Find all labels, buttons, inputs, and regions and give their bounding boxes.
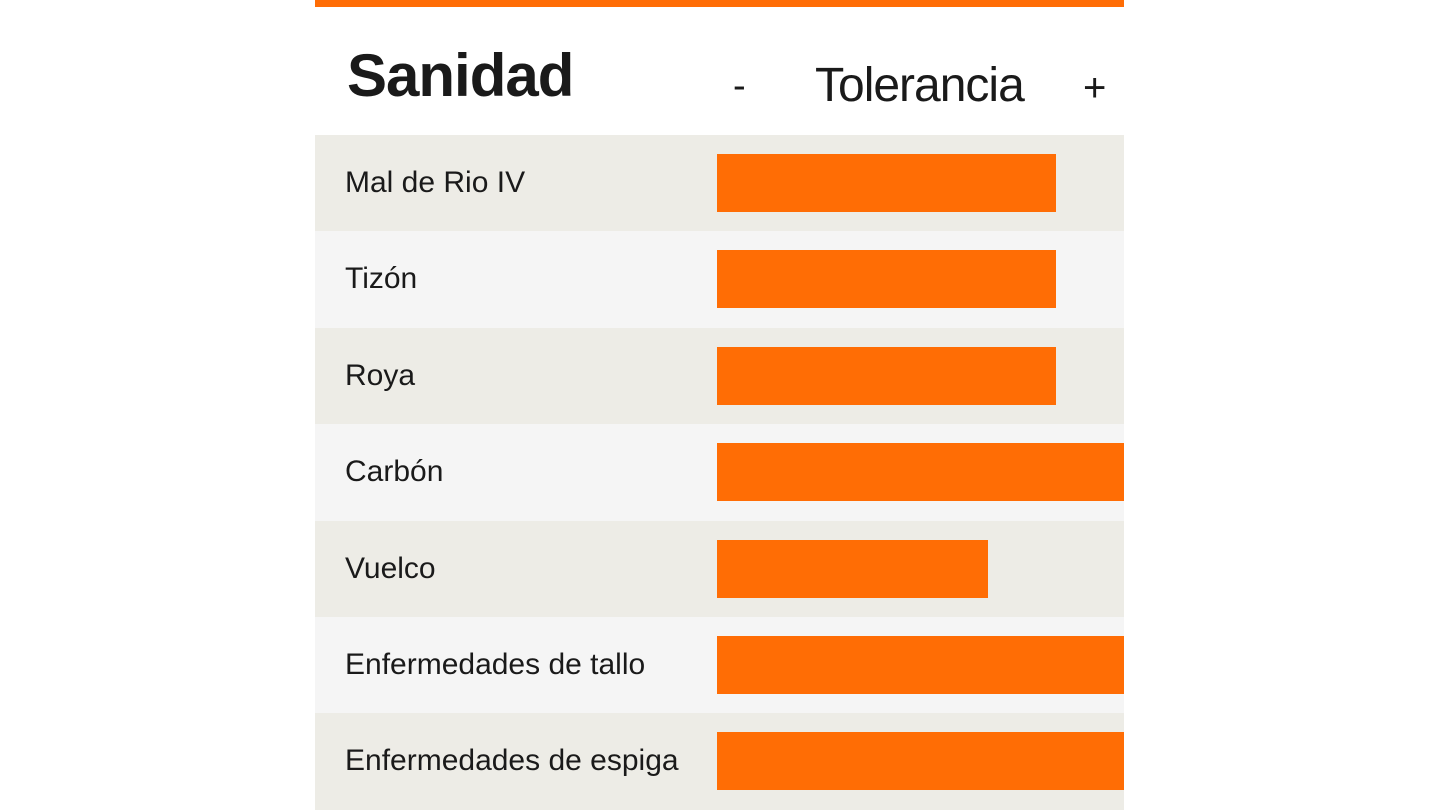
category-label: Mal de Rio IV [345, 166, 526, 199]
tolerance-bar [717, 443, 1124, 502]
chart-row: Enfermedades de tallo [315, 616, 1124, 714]
tolerance-bar [717, 346, 1056, 405]
chart-row: Tizón [315, 231, 1124, 328]
chart-row: Carbón [315, 424, 1124, 521]
top-accent-rule [315, 0, 1124, 7]
scale-max-symbol: + [1083, 66, 1107, 110]
tolerance-bar [717, 250, 1056, 309]
category-label: Vuelco [345, 551, 436, 585]
chart-row: Mal de Rio IV [315, 135, 1124, 232]
chart-row: Enfermedades de espiga [315, 713, 1124, 810]
scale-label: Tolerancia [815, 59, 1025, 112]
tolerance-bar [717, 154, 1056, 212]
category-label: Tizón [345, 262, 418, 296]
chart-panel: Sanidad - Tolerancia + Mal de Rio IV Tizó… [315, 0, 1124, 810]
category-label: Enfermedades de tallo [345, 647, 646, 681]
chart-title: Sanidad [347, 42, 574, 109]
category-label: Enfermedades de espiga [345, 744, 679, 778]
chart-row: Vuelco [315, 520, 1124, 617]
tolerance-bar [717, 539, 988, 598]
chart-row: Roya [315, 327, 1124, 425]
category-label: Roya [345, 358, 416, 392]
chart-rows: Mal de Rio IV Tizón Roya Carbón Vuelco Enferm… [315, 135, 1124, 810]
category-label: Carbón [345, 455, 444, 489]
tolerance-bar [717, 635, 1124, 694]
scale-min-symbol: - [733, 65, 746, 107]
tolerance-bar [717, 732, 1124, 791]
